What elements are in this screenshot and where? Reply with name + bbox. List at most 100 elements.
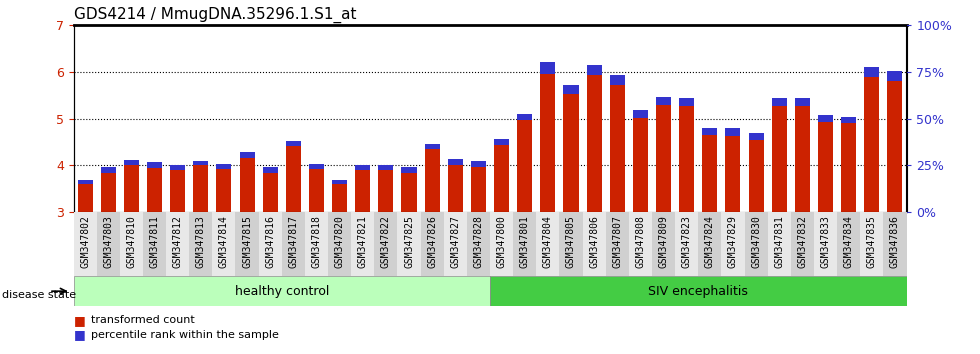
Bar (606, 212, 629, 276)
Bar (517, 114, 532, 120)
Bar (675, 212, 698, 276)
Text: transformed count: transformed count (91, 315, 195, 325)
Bar (490, 212, 514, 276)
Text: GSM347826: GSM347826 (427, 216, 437, 268)
Text: GSM347811: GSM347811 (150, 216, 160, 268)
Bar (213, 212, 235, 276)
Bar (494, 145, 509, 212)
Bar (402, 172, 416, 212)
Bar (490, 276, 906, 306)
Bar (171, 165, 185, 170)
Bar (864, 67, 879, 77)
Bar (286, 146, 301, 212)
Bar (888, 71, 903, 81)
Text: GSM347813: GSM347813 (196, 216, 206, 268)
Bar (652, 212, 675, 276)
Bar (263, 172, 277, 212)
Text: GSM347807: GSM347807 (612, 216, 622, 268)
Bar (97, 212, 120, 276)
Bar (123, 160, 139, 165)
Text: GSM347816: GSM347816 (266, 216, 275, 268)
Text: GSM347815: GSM347815 (242, 216, 252, 268)
Bar (587, 75, 602, 212)
Bar (378, 170, 393, 212)
Bar (101, 172, 116, 212)
Bar (378, 165, 393, 170)
Bar (698, 212, 721, 276)
Text: GDS4214 / MmugDNA.35296.1.S1_at: GDS4214 / MmugDNA.35296.1.S1_at (74, 7, 356, 23)
Text: GSM347808: GSM347808 (635, 216, 646, 268)
Bar (564, 85, 578, 94)
Bar (374, 212, 398, 276)
Bar (841, 123, 857, 212)
Text: GSM347832: GSM347832 (798, 216, 808, 268)
Bar (282, 212, 305, 276)
Text: GSM347829: GSM347829 (728, 216, 738, 268)
Text: GSM347834: GSM347834 (844, 216, 854, 268)
Text: GSM347806: GSM347806 (589, 216, 599, 268)
Bar (771, 107, 787, 212)
Bar (791, 212, 814, 276)
Bar (77, 184, 92, 212)
Bar (633, 118, 648, 212)
Bar (217, 164, 231, 169)
Bar (818, 122, 833, 212)
Bar (332, 179, 347, 184)
Bar (721, 212, 745, 276)
Bar (355, 170, 370, 212)
Bar (351, 212, 374, 276)
Text: GSM347831: GSM347831 (774, 216, 784, 268)
Text: GSM347805: GSM347805 (566, 216, 576, 268)
Bar (771, 98, 787, 107)
Text: GSM347833: GSM347833 (820, 216, 830, 268)
Bar (328, 212, 351, 276)
Text: GSM347830: GSM347830 (751, 216, 761, 268)
Text: GSM347825: GSM347825 (404, 216, 414, 268)
Bar (235, 212, 259, 276)
Text: percentile rank within the sample: percentile rank within the sample (91, 330, 279, 339)
Text: SIV encephalitis: SIV encephalitis (649, 285, 748, 298)
Bar (332, 184, 347, 212)
Bar (860, 212, 883, 276)
Bar (795, 98, 809, 107)
Text: GSM347800: GSM347800 (497, 216, 507, 268)
Text: GSM347828: GSM347828 (473, 216, 483, 268)
Bar (166, 212, 189, 276)
Text: GSM347836: GSM347836 (890, 216, 900, 268)
Bar (517, 120, 532, 212)
Bar (143, 212, 166, 276)
Text: GSM347822: GSM347822 (381, 216, 391, 268)
Bar (259, 212, 282, 276)
Text: GSM347817: GSM347817 (288, 216, 298, 268)
Bar (74, 212, 97, 276)
Bar (424, 149, 440, 212)
Text: GSM347812: GSM347812 (172, 216, 182, 268)
Bar (749, 140, 763, 212)
Bar (540, 74, 556, 212)
Bar (629, 212, 652, 276)
Bar (402, 167, 416, 172)
Bar (767, 212, 791, 276)
Bar (749, 133, 763, 140)
Text: GSM347804: GSM347804 (543, 216, 553, 268)
Bar (818, 115, 833, 122)
Text: GSM347801: GSM347801 (519, 216, 530, 268)
Bar (582, 212, 606, 276)
Text: GSM347810: GSM347810 (126, 216, 136, 268)
Bar (171, 170, 185, 212)
Text: GSM347835: GSM347835 (866, 216, 877, 268)
Text: ■: ■ (74, 328, 85, 341)
Bar (239, 152, 255, 159)
Bar (795, 107, 809, 212)
Bar (217, 169, 231, 212)
Bar (424, 144, 440, 149)
Bar (123, 165, 139, 212)
Bar (448, 159, 463, 165)
Text: GSM347820: GSM347820 (334, 216, 345, 268)
Bar (587, 65, 602, 75)
Bar (263, 167, 277, 172)
Bar (703, 135, 717, 212)
Bar (703, 127, 717, 135)
Bar (540, 62, 556, 74)
Bar (679, 107, 694, 212)
